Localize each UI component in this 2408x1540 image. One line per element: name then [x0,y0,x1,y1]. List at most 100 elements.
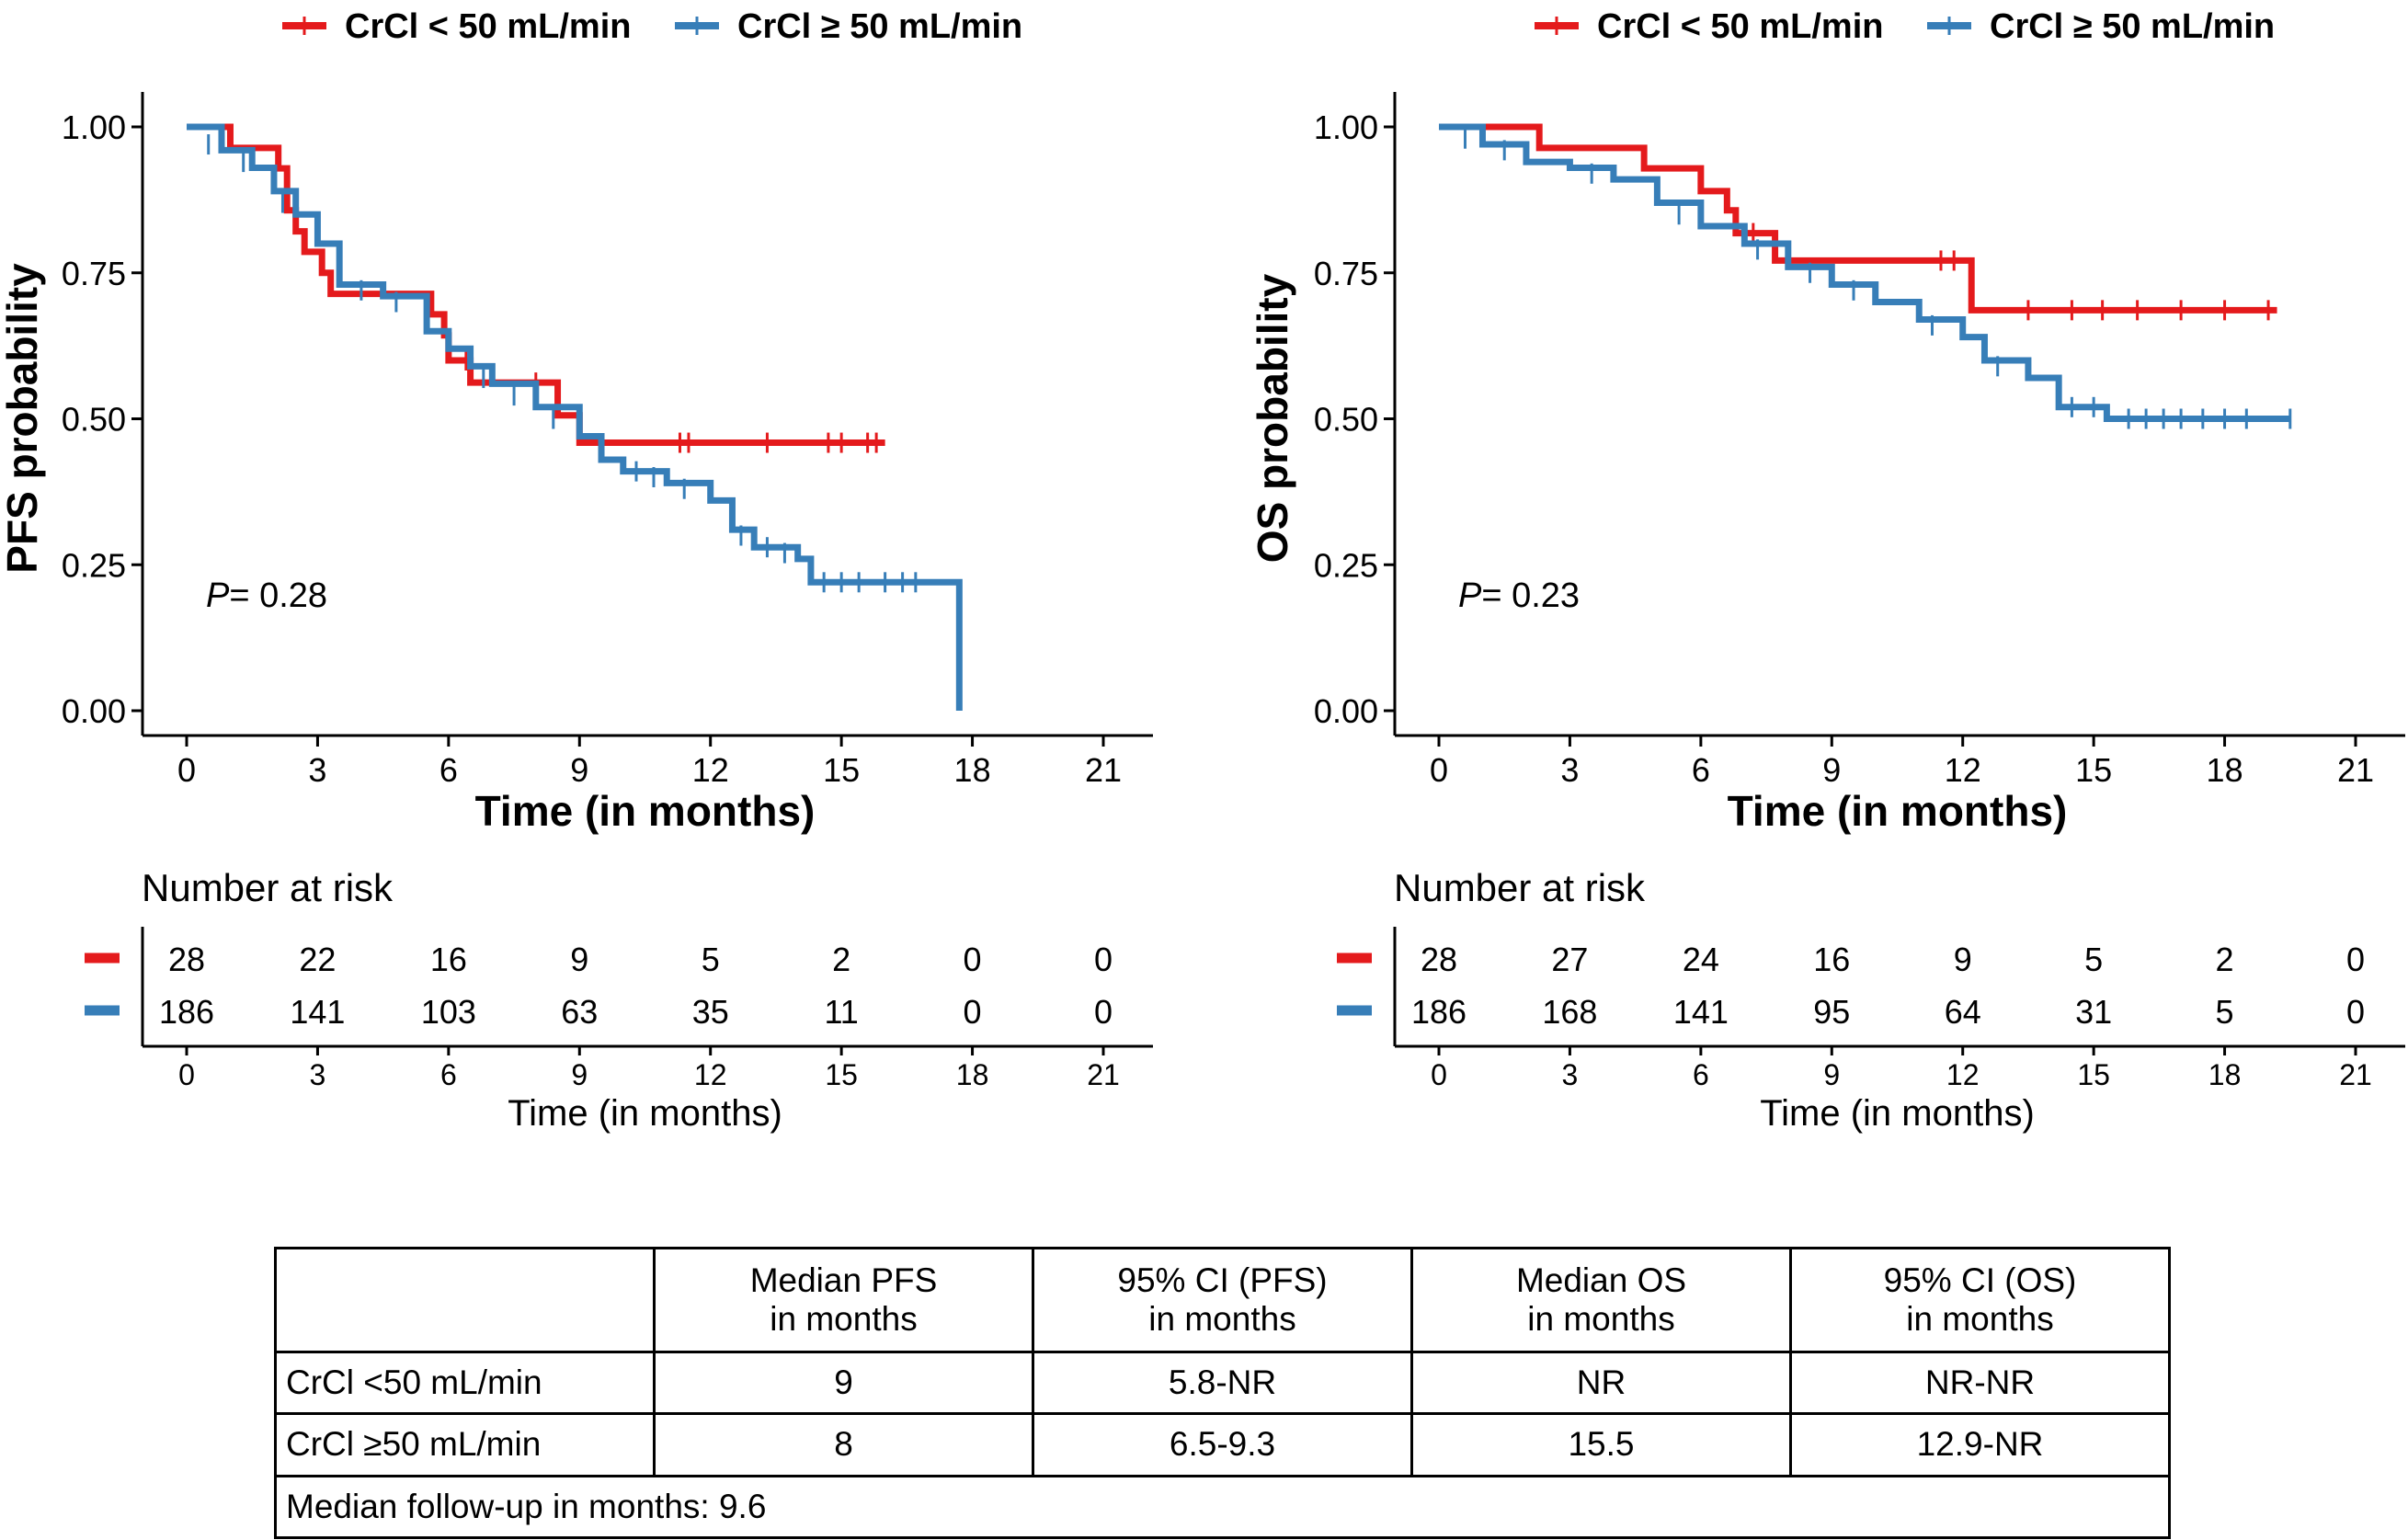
os-panel: CrCl < 50 mL/min CrCl ≥ 50 mL/min 0.00 0.25… [1249,7,2405,1134]
risk-value: 64 [1945,993,1981,1031]
curve-crcl-lt50 [1439,123,2277,321]
risk-value: 11 [824,993,858,1031]
x-tick-label: 18 [954,751,991,789]
risk-value: 0 [2346,993,2365,1031]
risk-value: 9 [570,941,588,978]
y-tick-label: 0.00 [1314,692,1378,730]
risk-x-axis-title: Time (in months) [1760,1093,2035,1134]
risk-x-tick-label: 0 [178,1058,195,1091]
header-median-os: Median OS in months [1410,1247,1792,1353]
x-tick-label: 12 [692,751,729,789]
risk-x-tick-label: 21 [2339,1058,2372,1091]
header-ci-pfs: 95% CI (PFS) in months [1032,1247,1413,1353]
y-axis-title: OS probability [1249,273,1296,563]
risk-x-tick-label: 15 [825,1058,858,1091]
summary-row-crcl-lt50: CrCl <50 mL/min 9 5.8-NR NR NR-NR [274,1350,2171,1416]
risk-value: 0 [1094,941,1113,978]
x-axis-title: Time (in months) [475,787,816,835]
header-ci-os: 95% CI (OS) in months [1789,1247,2171,1353]
risk-value: 186 [159,993,214,1031]
km-figure: CrCl < 50 mL/min CrCl ≥ 50 mL/min 0.00 0.25… [0,7,2405,1134]
x-tick-label: 12 [1945,751,1981,789]
risk-value: 24 [1683,941,1719,978]
summary-table: Median PFS in months 95% CI (PFS) in month… [274,1247,2171,1540]
ci-os-cell: 12.9-NR [1789,1412,2171,1477]
pfs-panel: CrCl < 50 mL/min CrCl ≥ 50 mL/min 0.00 0.25… [0,7,1153,1134]
risk-value: 5 [702,941,720,978]
y-tick-label: 0.50 [1314,401,1378,439]
risk-x-tick-label: 9 [571,1058,588,1091]
x-tick-label: 6 [1692,751,1710,789]
risk-value: 0 [1094,993,1113,1031]
median-pfs-cell: 9 [653,1350,1034,1416]
legend-label: CrCl ≥ 50 mL/min [737,7,1022,46]
x-tick-label: 0 [177,751,196,789]
header-median-pfs: Median PFS in months [653,1247,1034,1353]
curve-crcl-ge50 [187,123,963,711]
x-tick-label: 9 [570,751,588,789]
legend-label: CrCl < 50 mL/min [345,7,631,46]
x-tick-label: 3 [1560,751,1579,789]
risk-value: 2 [832,941,850,978]
ci-pfs-cell: 6.5-9.3 [1032,1412,1413,1477]
y-tick-label: 1.00 [1314,108,1378,146]
ci-os-cell: NR-NR [1789,1350,2171,1416]
y-tick-label: 0.75 [1314,255,1378,292]
x-tick-label: 15 [2075,751,2112,789]
risk-x-tick-label: 0 [1431,1058,1447,1091]
risk-value: 28 [1421,941,1457,978]
row-label: CrCl ≥50 mL/min [274,1412,656,1477]
risk-x-tick-label: 12 [1946,1058,1980,1091]
y-tick-label: 0.25 [1314,546,1378,584]
p-value-label: P= 0.28 [206,576,327,615]
risk-x-axis-title: Time (in months) [508,1093,782,1134]
risk-value: 0 [2346,941,2365,978]
risk-x-tick-label: 6 [440,1058,457,1091]
risk-value: 0 [964,941,982,978]
risk-value: 5 [2216,993,2234,1031]
header-empty-cell [274,1247,656,1353]
legend-label: CrCl ≥ 50 mL/min [1990,7,2275,46]
x-tick-label: 21 [1085,751,1122,789]
row-label: CrCl <50 mL/min [274,1350,656,1416]
risk-value: 2 [2216,941,2234,978]
km-step-line [1439,123,2277,314]
risk-value: 141 [1673,993,1729,1031]
y-tick-label: 0.50 [62,401,126,439]
x-tick-label: 21 [2337,751,2374,789]
x-tick-label: 15 [823,751,860,789]
x-tick-label: 6 [439,751,458,789]
legend: CrCl < 50 mL/min CrCl ≥ 50 mL/min [282,7,1022,46]
legend: CrCl < 50 mL/min CrCl ≥ 50 mL/min [1535,7,2275,46]
risk-value: 35 [692,993,729,1031]
x-tick-label: 18 [2207,751,2243,789]
summary-row-crcl-ge50: CrCl ≥50 mL/min 8 6.5-9.3 15.5 12.9-NR [274,1412,2171,1477]
risk-value: 31 [2075,993,2112,1031]
median-os-cell: 15.5 [1410,1412,1792,1477]
summary-footnote-row: Median follow-up in months: 9.6 [274,1474,2171,1540]
median-followup-note: Median follow-up in months: 9.6 [274,1474,2171,1540]
risk-value: 16 [1813,941,1850,978]
y-tick-label: 0.00 [62,692,126,730]
y-axis-title: PFS probability [0,263,46,574]
risk-value: 103 [421,993,476,1031]
risk-x-tick-label: 6 [1693,1058,1709,1091]
risk-value: 95 [1813,993,1850,1031]
km-step-line [1439,123,2290,422]
x-tick-label: 3 [308,751,326,789]
median-os-cell: NR [1410,1350,1792,1416]
risk-value: 168 [1542,993,1597,1031]
risk-table-title: Number at risk [142,866,394,909]
legend-label: CrCl < 50 mL/min [1597,7,1883,46]
y-tick-label: 0.25 [62,546,126,584]
risk-x-tick-label: 9 [1823,1058,1840,1091]
risk-x-tick-label: 18 [2208,1058,2242,1091]
x-tick-label: 9 [1822,751,1841,789]
y-tick-label: 0.75 [62,255,126,292]
risk-x-tick-label: 18 [956,1058,989,1091]
risk-x-tick-label: 21 [1087,1058,1120,1091]
risk-value: 9 [1954,941,1972,978]
risk-x-tick-label: 12 [694,1058,727,1091]
